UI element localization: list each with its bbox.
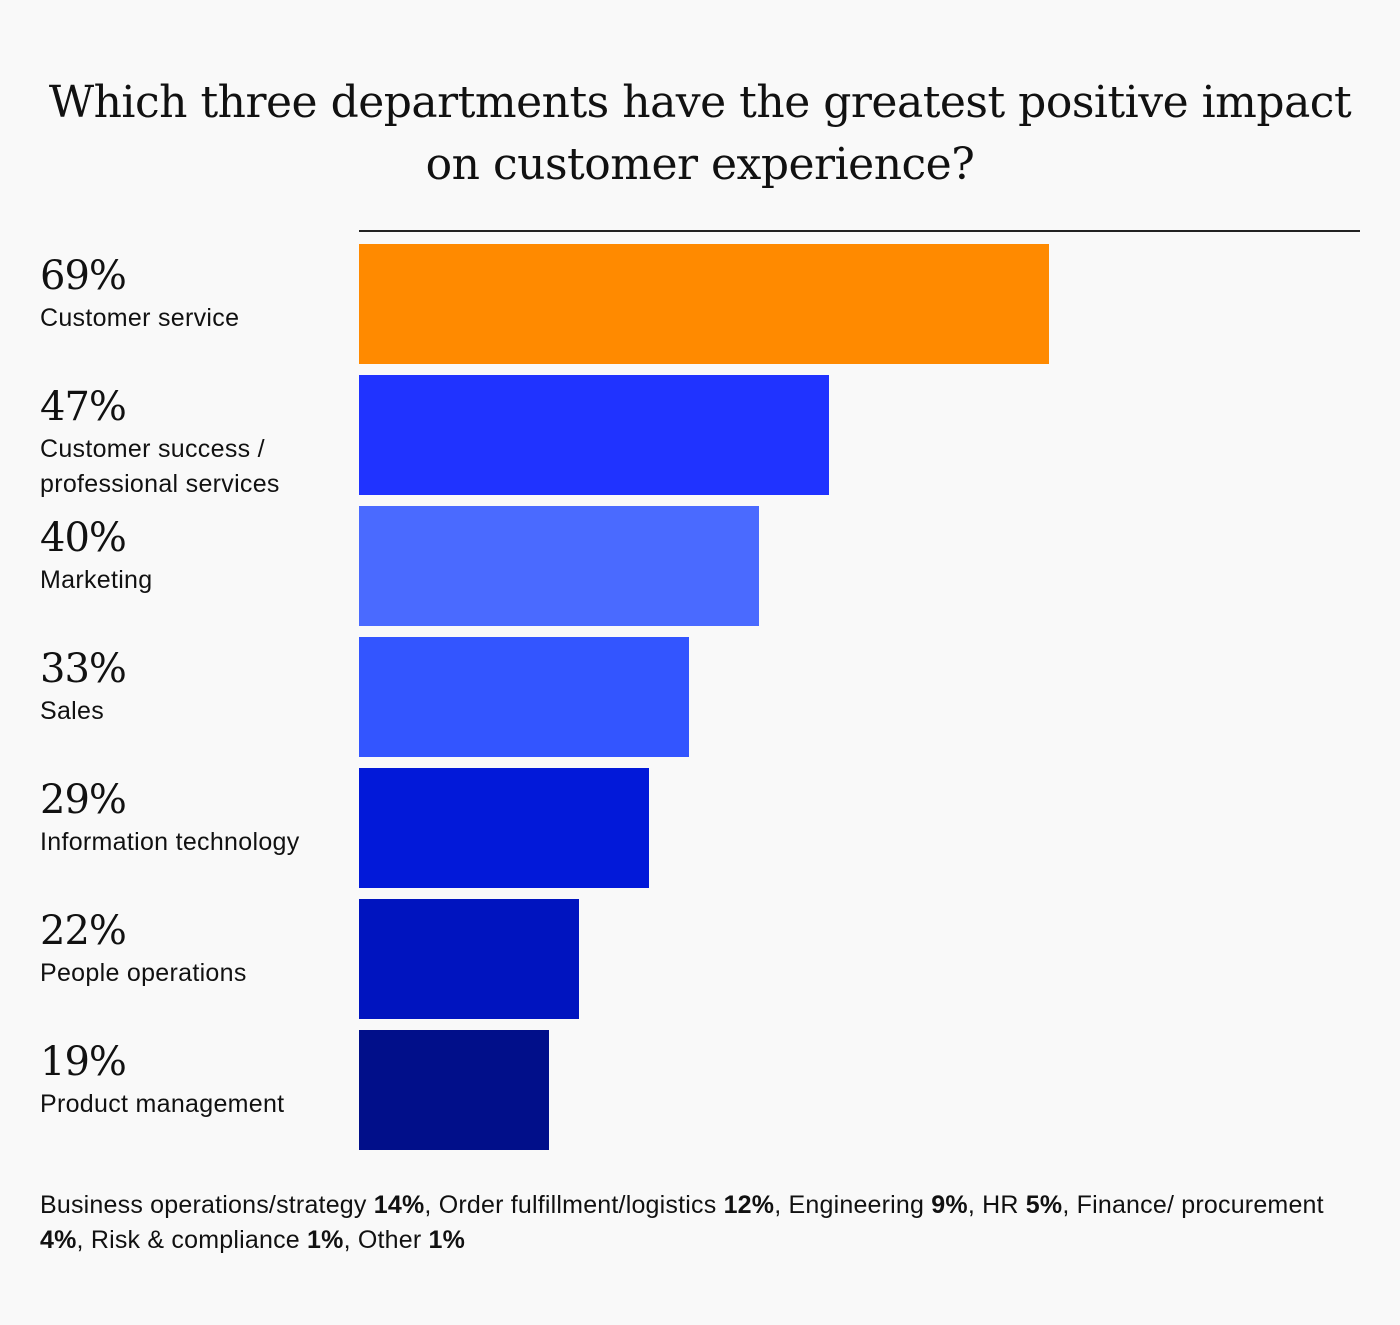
bar-7: [359, 1030, 549, 1150]
bar-3: [359, 506, 759, 626]
footnote-value-7: 1%: [428, 1226, 466, 1254]
footnote-label-3: Engineering: [788, 1191, 932, 1219]
bar-1: [359, 244, 1049, 364]
footnote-label-1: Business operations/strategy: [40, 1191, 374, 1219]
category-label-4: Sales: [40, 697, 104, 725]
value-label-2: 47%: [40, 384, 126, 430]
value-label-5: 29%: [40, 777, 126, 823]
category-label-7: Product management: [40, 1090, 284, 1118]
value-label-7: 19%: [40, 1039, 126, 1085]
value-label-1: 69%: [40, 253, 126, 299]
footnote-label-5: Finance/ procurement: [1076, 1191, 1324, 1219]
bars-group: [359, 244, 1049, 1150]
footnote-label-7: Other: [357, 1226, 429, 1254]
footnote-value-4: 5%: [1025, 1191, 1063, 1219]
labels-group: 69% Customer service 47% Customer success /…: [40, 253, 300, 1118]
category-label-2-line-2: professional services: [40, 470, 280, 498]
footnote-label-4: HR: [982, 1191, 1026, 1219]
category-label-5: Information technology: [40, 828, 300, 856]
value-label-4: 33%: [40, 646, 126, 692]
footnote-label-6: Risk & compliance: [90, 1226, 308, 1254]
footnote-value-1: 14%: [373, 1191, 425, 1219]
footnote-label-2: Order fulfillment/logistics: [438, 1191, 724, 1219]
footnote-value-5: 4%: [40, 1226, 77, 1254]
footnote-value-2: 12%: [723, 1191, 775, 1219]
category-label-1: Customer service: [40, 304, 239, 332]
other-departments-footnote: Business operations/strategy 14%, Order …: [40, 1191, 1324, 1254]
category-label-6: People operations: [40, 959, 247, 987]
bar-2: [359, 375, 829, 495]
bar-4: [359, 637, 689, 757]
value-label-6: 22%: [40, 908, 126, 954]
footnote-value-3: 9%: [931, 1191, 968, 1219]
category-label-2-line-1: Customer success /: [40, 435, 265, 463]
chart-title: Which three departments have the greates…: [48, 77, 1352, 190]
bar-6: [359, 899, 579, 1019]
footnote-value-6: 1%: [307, 1226, 344, 1254]
value-label-3: 40%: [40, 515, 126, 561]
bar-5: [359, 768, 649, 888]
category-label-3: Marketing: [40, 566, 152, 594]
